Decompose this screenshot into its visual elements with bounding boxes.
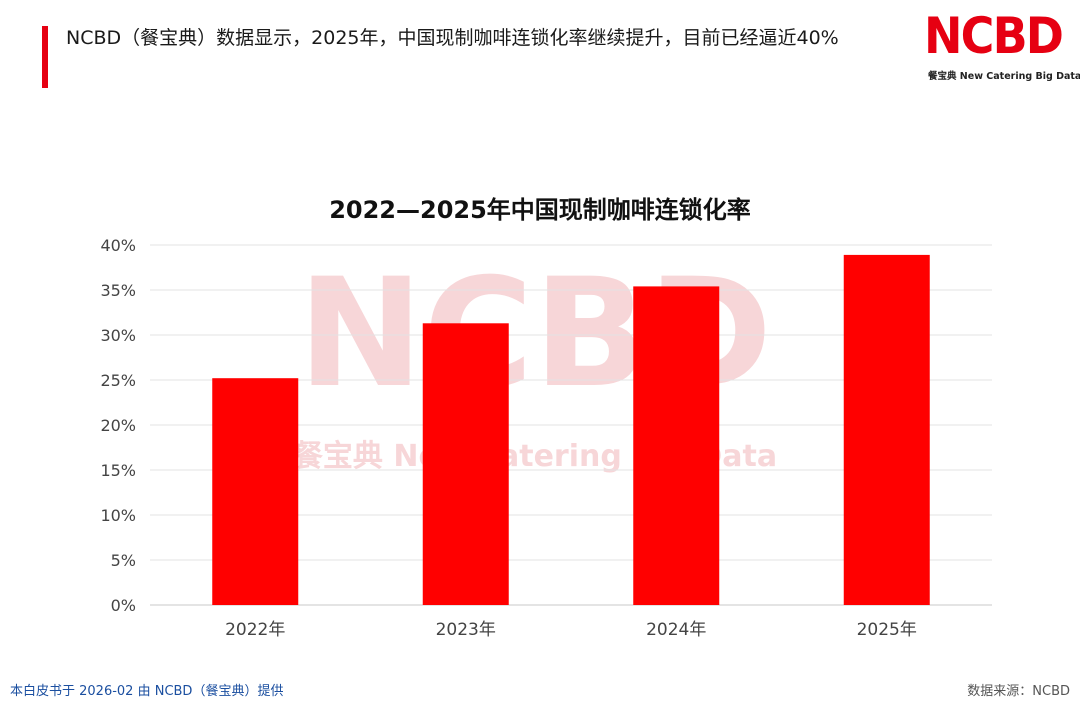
headline: NCBD（餐宝典）数据显示，2025年，中国现制咖啡连锁化率继续提升，目前已经逼… <box>66 27 839 49</box>
y-tick-label: 15% <box>100 461 136 480</box>
y-tick-label: 40% <box>100 236 136 255</box>
x-axis-ticks: 2022年 2023年 2024年 2025年 <box>225 620 917 640</box>
y-tick-label: 5% <box>111 551 136 570</box>
logo-mark: NCBD <box>924 7 1064 65</box>
y-axis-ticks: 0% 5% 10% 15% 20% 25% 30% 35% 40% <box>100 236 136 615</box>
bar <box>843 254 930 605</box>
logo-subtitle: 餐宝典 New Catering Big Data <box>928 71 1080 82</box>
y-tick-label: 30% <box>100 326 136 345</box>
y-tick-label: 20% <box>100 416 136 435</box>
y-tick-label: 10% <box>100 506 136 525</box>
bar <box>633 286 720 605</box>
y-tick-label: 35% <box>100 281 136 300</box>
bar <box>422 323 509 605</box>
ncbd-logo: NCBD 餐宝典 New Catering Big Data <box>924 6 1080 86</box>
bar <box>212 378 299 605</box>
bars <box>212 254 930 605</box>
chart-title: 2022—2025年中国现制咖啡连锁化率 <box>329 196 751 224</box>
headline-accent-bar <box>42 26 48 88</box>
footer-credit: 本白皮书于 2026-02 由 NCBD（餐宝典）提供 <box>10 684 284 699</box>
x-tick-label: 2024年 <box>646 620 706 640</box>
x-tick-label: 2022年 <box>225 620 285 640</box>
x-tick-label: 2025年 <box>857 620 917 640</box>
footer-source: 数据来源：NCBD <box>967 684 1070 699</box>
y-tick-label: 25% <box>100 371 136 390</box>
y-tick-label: 0% <box>111 596 136 615</box>
x-tick-label: 2023年 <box>436 620 496 640</box>
